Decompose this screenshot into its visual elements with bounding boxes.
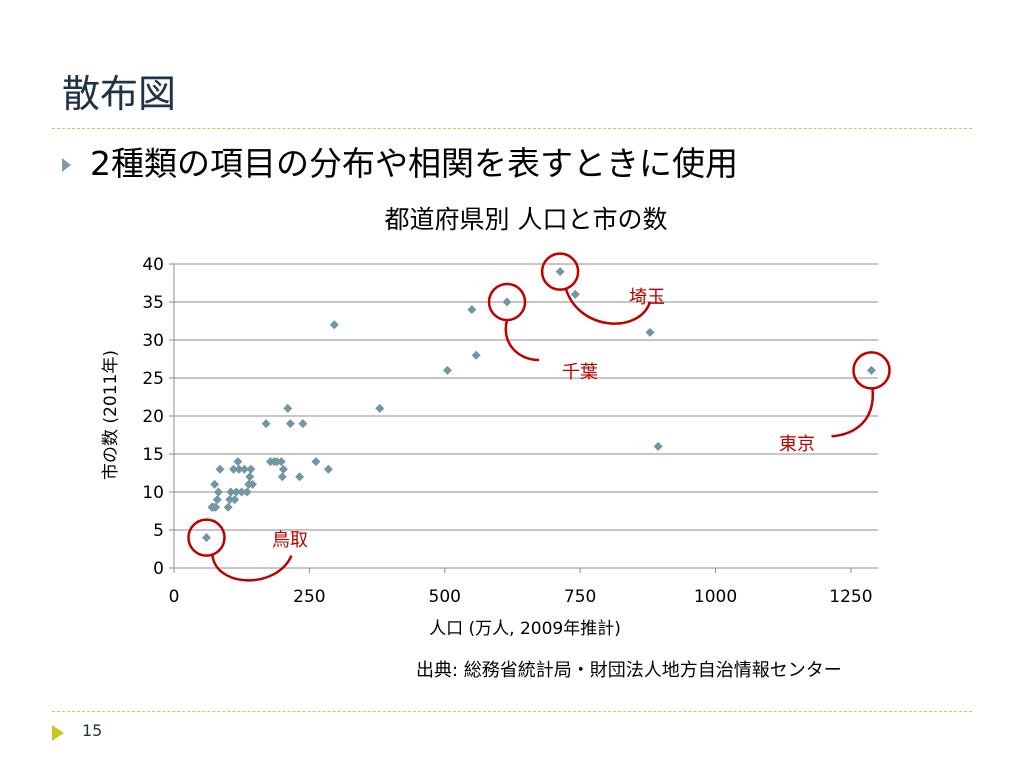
x-tick-label-750: 750 — [564, 587, 596, 607]
data-point — [276, 457, 286, 467]
data-point — [311, 457, 321, 467]
data-point — [467, 305, 477, 315]
source-note: 出典: 総務省統計局・財団法人地方自治情報センター — [416, 660, 842, 681]
data-point — [225, 495, 235, 505]
data-point — [375, 403, 385, 413]
data-point — [867, 365, 877, 375]
bullet-arrow-icon — [62, 158, 71, 172]
x-tick-label-1250: 1250 — [829, 587, 872, 607]
data-point — [471, 350, 481, 360]
title-divider — [52, 128, 972, 129]
data-point — [295, 472, 305, 482]
data-point — [329, 320, 339, 330]
data-point — [239, 464, 249, 474]
data-point — [234, 464, 244, 474]
data-point — [555, 267, 565, 277]
annotation-label: 千葉 — [562, 362, 598, 383]
data-point — [229, 464, 239, 474]
annotation-leader — [504, 319, 540, 362]
data-point — [645, 327, 655, 337]
x-tick-label-500: 500 — [429, 587, 461, 607]
y-tick-label-15: 15 — [142, 445, 164, 465]
annotation-circle — [852, 351, 891, 390]
y-tick-label-35: 35 — [142, 293, 164, 313]
x-tick-label-1000: 1000 — [694, 587, 737, 607]
data-point — [653, 441, 663, 451]
x-tick-label-0: 0 — [169, 587, 180, 607]
footer-arrow-icon — [52, 725, 64, 741]
annotation-circle — [187, 518, 226, 557]
y-tick-label-5: 5 — [153, 521, 164, 541]
data-point — [231, 487, 241, 497]
data-point — [223, 502, 233, 512]
data-point — [277, 472, 287, 482]
data-point — [278, 464, 288, 474]
data-point — [323, 464, 333, 474]
data-point — [285, 419, 295, 429]
data-point — [502, 297, 512, 307]
data-point — [230, 495, 240, 505]
bullet-text: 2種類の項目の分布や相関を表すときに使用 — [90, 144, 738, 183]
data-point — [246, 464, 256, 474]
data-point — [226, 487, 236, 497]
y-tick-label-10: 10 — [142, 483, 164, 503]
chart-points — [201, 267, 877, 543]
data-point — [237, 487, 247, 497]
annotation-label: 埼玉 — [629, 287, 665, 308]
data-point — [213, 487, 223, 497]
data-point — [215, 464, 225, 474]
data-point — [570, 289, 580, 299]
annotation-label: 東京 — [779, 434, 815, 455]
data-point — [442, 365, 452, 375]
data-point — [283, 403, 293, 413]
y-tick-label-30: 30 — [142, 331, 164, 351]
y-tick-label-40: 40 — [142, 255, 164, 275]
data-point — [242, 487, 252, 497]
y-axis-label: 市の数 (2011年) — [101, 350, 121, 480]
y-tick-label-20: 20 — [142, 407, 164, 427]
page-number: 15 — [82, 721, 103, 740]
chart-title: 都道府県別 人口と市の数 — [384, 205, 668, 234]
data-point — [212, 495, 222, 505]
x-axis-label: 人口 (万人, 2009年推計) — [429, 619, 621, 639]
slide-title: 散布図 — [62, 72, 177, 116]
y-tick-label-25: 25 — [142, 369, 164, 389]
data-point — [245, 472, 255, 482]
data-point — [233, 457, 243, 467]
data-point — [261, 419, 271, 429]
annotation-circle — [540, 252, 580, 291]
x-tick-label-250: 250 — [293, 587, 325, 607]
y-tick-label-0: 0 — [153, 559, 164, 579]
annotation-leader — [831, 388, 874, 438]
annotation-leader — [211, 555, 293, 582]
data-point — [248, 479, 258, 489]
annotation-label: 鳥取 — [272, 530, 308, 551]
chart-gridlines — [174, 263, 878, 531]
footer-divider — [52, 711, 972, 712]
data-point — [211, 502, 221, 512]
chart-tick-labels: 0 5 10 15 20 25 30 35 40 0 250 500 750 1000 1250 — [142, 255, 872, 607]
data-point — [298, 419, 308, 429]
chart-axes — [169, 263, 878, 573]
annotation-leader — [564, 289, 652, 325]
data-point — [210, 479, 220, 489]
data-point — [201, 533, 211, 543]
